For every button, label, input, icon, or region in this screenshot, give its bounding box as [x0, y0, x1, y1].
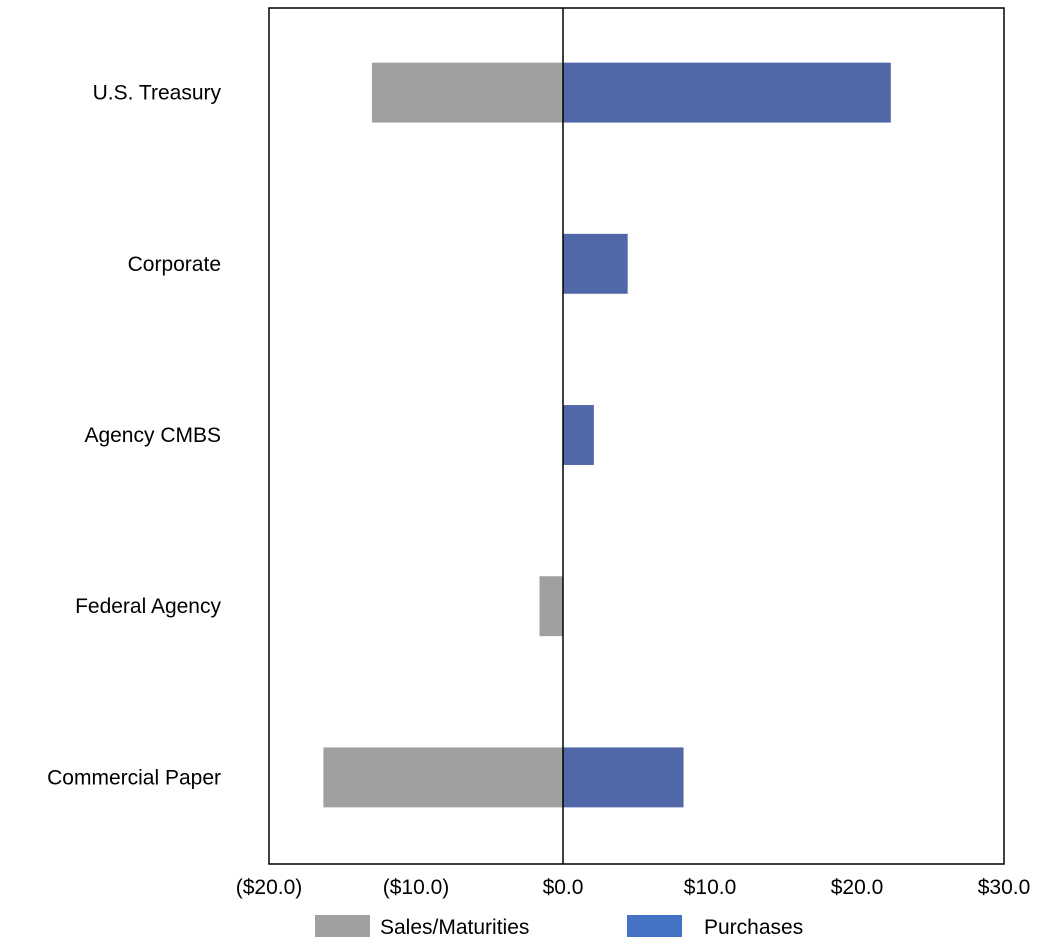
plot-area-frame	[268, 7, 1005, 865]
x-axis-tick-labels: ($20.0) ($10.0) $0.0 $10.0 $20.0 $30.0	[236, 876, 1031, 899]
bar-sales-maturities-u-s-treasury	[371, 62, 563, 123]
x-tick-label-5: $30.0	[978, 876, 1031, 899]
legend-label-purchases: Purchases	[704, 916, 803, 939]
y-tick-label-agency-cmbs: Agency CMBS	[84, 424, 221, 447]
legend-swatch-sales-maturities	[315, 915, 370, 937]
x-tick-label-0: ($20.0)	[236, 876, 303, 899]
x-tick-label-1: ($10.0)	[383, 876, 450, 899]
bar-sales-maturities-federal-agency	[539, 576, 563, 637]
bars-layer	[323, 62, 891, 808]
bar-sales-maturities-commercial-paper	[323, 747, 563, 808]
y-tick-label-u-s-treasury: U.S. Treasury	[93, 82, 222, 105]
legend: Sales/Maturities Purchases	[315, 915, 803, 939]
legend-label-sales-maturities: Sales/Maturities	[380, 916, 529, 939]
y-tick-label-corporate: Corporate	[128, 253, 221, 276]
y-tick-label-commercial-paper: Commercial Paper	[47, 766, 221, 789]
x-tick-label-4: $20.0	[831, 876, 884, 899]
bar-purchases-agency-cmbs	[563, 405, 594, 465]
y-tick-label-federal-agency: Federal Agency	[75, 595, 221, 618]
legend-swatch-purchases	[627, 915, 682, 937]
x-tick-label-2: $0.0	[543, 876, 584, 899]
bar-purchases-u-s-treasury	[563, 62, 891, 123]
y-axis-category-labels: U.S. Treasury Corporate Agency CMBS Federal…	[47, 82, 221, 790]
bar-purchases-corporate	[563, 233, 628, 294]
bar-purchases-commercial-paper	[563, 747, 684, 808]
x-tick-label-3: $10.0	[684, 876, 737, 899]
